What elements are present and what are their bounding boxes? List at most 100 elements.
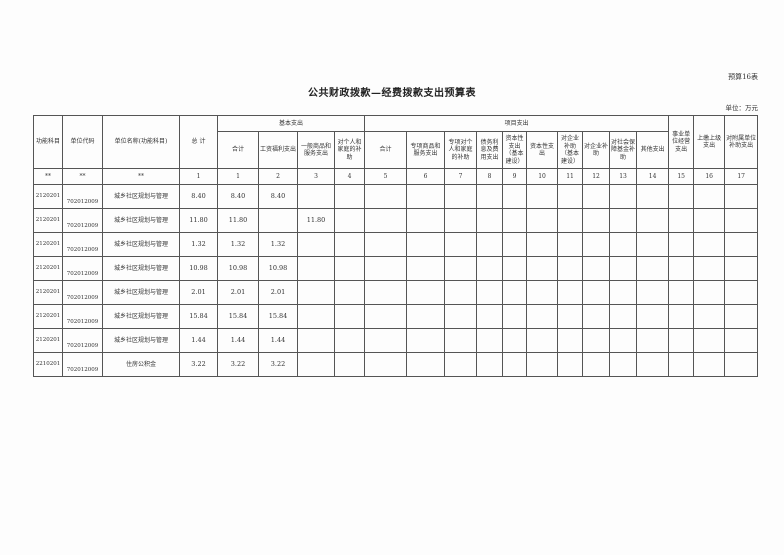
empty-cell xyxy=(502,232,528,257)
header-project-sub: 对企业补助（基本建设） xyxy=(557,131,584,169)
index-cell: 12 xyxy=(582,168,611,185)
empty-cell xyxy=(668,304,695,329)
wage-cell: 3.22 xyxy=(258,352,298,377)
table-row: 2120201 702012009 城乡社区规划与管理 15.84 15.84 15.84 xyxy=(33,304,759,329)
empty-cell xyxy=(526,232,559,257)
empty-cell xyxy=(724,304,759,329)
empty-cell xyxy=(557,232,584,257)
goods-cell xyxy=(297,184,335,209)
empty-cell xyxy=(609,328,638,353)
empty-cell xyxy=(668,256,695,281)
table-row: 2120201 702012009 城乡社区规划与管理 1.44 1.44 1.44 xyxy=(33,328,759,353)
header-project-sub: 债务利息及费用支出 xyxy=(476,131,504,169)
unit-code-cell: 702012009 xyxy=(62,232,103,257)
empty-cell xyxy=(557,184,584,209)
header-row-2: 合计 工资福利支出 一般商品和服务支出 对个人和家庭的补助 合计 专项商品和服务支出 专项对… xyxy=(34,131,758,169)
total-cell: 15.84 xyxy=(179,304,218,329)
empty-cell xyxy=(582,352,611,377)
empty-cell xyxy=(502,328,528,353)
empty-cell xyxy=(333,208,366,233)
header-operating: 事业单位经营支出 xyxy=(668,115,695,169)
func-code-cell: 2120201 xyxy=(33,280,63,305)
empty-cell xyxy=(557,352,584,377)
empty-cell xyxy=(444,352,478,377)
empty-cell xyxy=(636,184,670,209)
empty-cell xyxy=(636,352,670,377)
wage-cell xyxy=(258,208,298,233)
empty-cell xyxy=(668,208,695,233)
header-basic-sub: 工资福利支出 xyxy=(258,131,298,169)
empty-cell xyxy=(444,208,478,233)
empty-cell xyxy=(526,280,559,305)
empty-cell xyxy=(557,304,584,329)
header-unit-code: 单位代码 xyxy=(62,115,103,169)
empty-cell xyxy=(526,304,559,329)
empty-cell xyxy=(406,256,446,281)
unit-code-cell: 702012009 xyxy=(62,304,103,329)
empty-cell xyxy=(502,208,528,233)
empty-cell xyxy=(609,232,638,257)
func-code-cell: 2120201 xyxy=(33,184,63,209)
goods-cell xyxy=(297,304,335,329)
header-basic: 基本支出 xyxy=(216,115,366,132)
empty-cell xyxy=(406,232,446,257)
total-cell: 10.98 xyxy=(179,256,218,281)
table-row: 2120201 702012009 城乡社区规划与管理 1.32 1.32 1.32 xyxy=(33,232,759,257)
empty-cell xyxy=(333,232,366,257)
table-row: 2120201 702012009 城乡社区规划与管理 10.98 10.98 10.98 xyxy=(33,256,759,281)
empty-cell xyxy=(609,184,638,209)
empty-cell xyxy=(444,232,478,257)
index-cell: ** xyxy=(102,168,180,185)
func-code-cell: 2210201 xyxy=(33,352,63,377)
header-project-sub: 资本性支出 xyxy=(526,131,559,169)
header-project-sub: 其他支出 xyxy=(636,131,670,169)
basic-total-cell: 1.44 xyxy=(217,328,259,353)
index-cell: 7 xyxy=(444,168,478,185)
empty-cell xyxy=(636,304,670,329)
header-total: 总 计 xyxy=(179,115,218,169)
index-cell: 11 xyxy=(557,168,584,185)
empty-cell xyxy=(724,352,759,377)
wage-cell: 15.84 xyxy=(258,304,298,329)
empty-cell xyxy=(406,352,446,377)
empty-cell xyxy=(557,256,584,281)
unit-code-cell: 702012009 xyxy=(62,256,103,281)
empty-cell xyxy=(333,352,366,377)
total-cell: 8.40 xyxy=(179,184,218,209)
empty-cell xyxy=(333,280,366,305)
empty-cell xyxy=(476,232,504,257)
index-cell: 17 xyxy=(724,168,759,185)
empty-cell xyxy=(502,256,528,281)
empty-cell xyxy=(364,352,408,377)
empty-cell xyxy=(476,256,504,281)
empty-cell xyxy=(636,208,670,233)
empty-cell xyxy=(476,352,504,377)
basic-total-cell: 11.80 xyxy=(217,208,259,233)
header-func-code: 功能科目 xyxy=(33,115,63,169)
wage-cell: 8.40 xyxy=(258,184,298,209)
empty-cell xyxy=(609,280,638,305)
header-unit-name: 单位名称(功能科目) xyxy=(102,115,180,169)
header-project-sub: 对社会保障基金补助 xyxy=(609,131,638,169)
empty-cell xyxy=(724,328,759,353)
empty-cell xyxy=(693,280,726,305)
index-cell: 5 xyxy=(364,168,408,185)
table-row: 2120201 702012009 城乡社区规划与管理 8.40 8.40 8.40 xyxy=(33,184,759,209)
empty-cell xyxy=(636,232,670,257)
empty-cell xyxy=(333,328,366,353)
empty-cell xyxy=(502,184,528,209)
goods-cell xyxy=(297,232,335,257)
unit-name-cell: 城乡社区规划与管理 xyxy=(102,328,180,353)
unit-label: 单位：万元 xyxy=(725,104,759,112)
index-cell: 4 xyxy=(333,168,366,185)
wage-cell: 1.32 xyxy=(258,232,298,257)
func-code-cell: 2120201 xyxy=(33,232,63,257)
basic-total-cell: 2.01 xyxy=(217,280,259,305)
unit-name-cell: 城乡社区规划与管理 xyxy=(102,232,180,257)
empty-cell xyxy=(693,304,726,329)
index-cell: 3 xyxy=(297,168,335,185)
header-upper: 上缴上级支出 xyxy=(693,115,726,169)
empty-cell xyxy=(636,280,670,305)
unit-code-cell: 702012009 xyxy=(62,208,103,233)
